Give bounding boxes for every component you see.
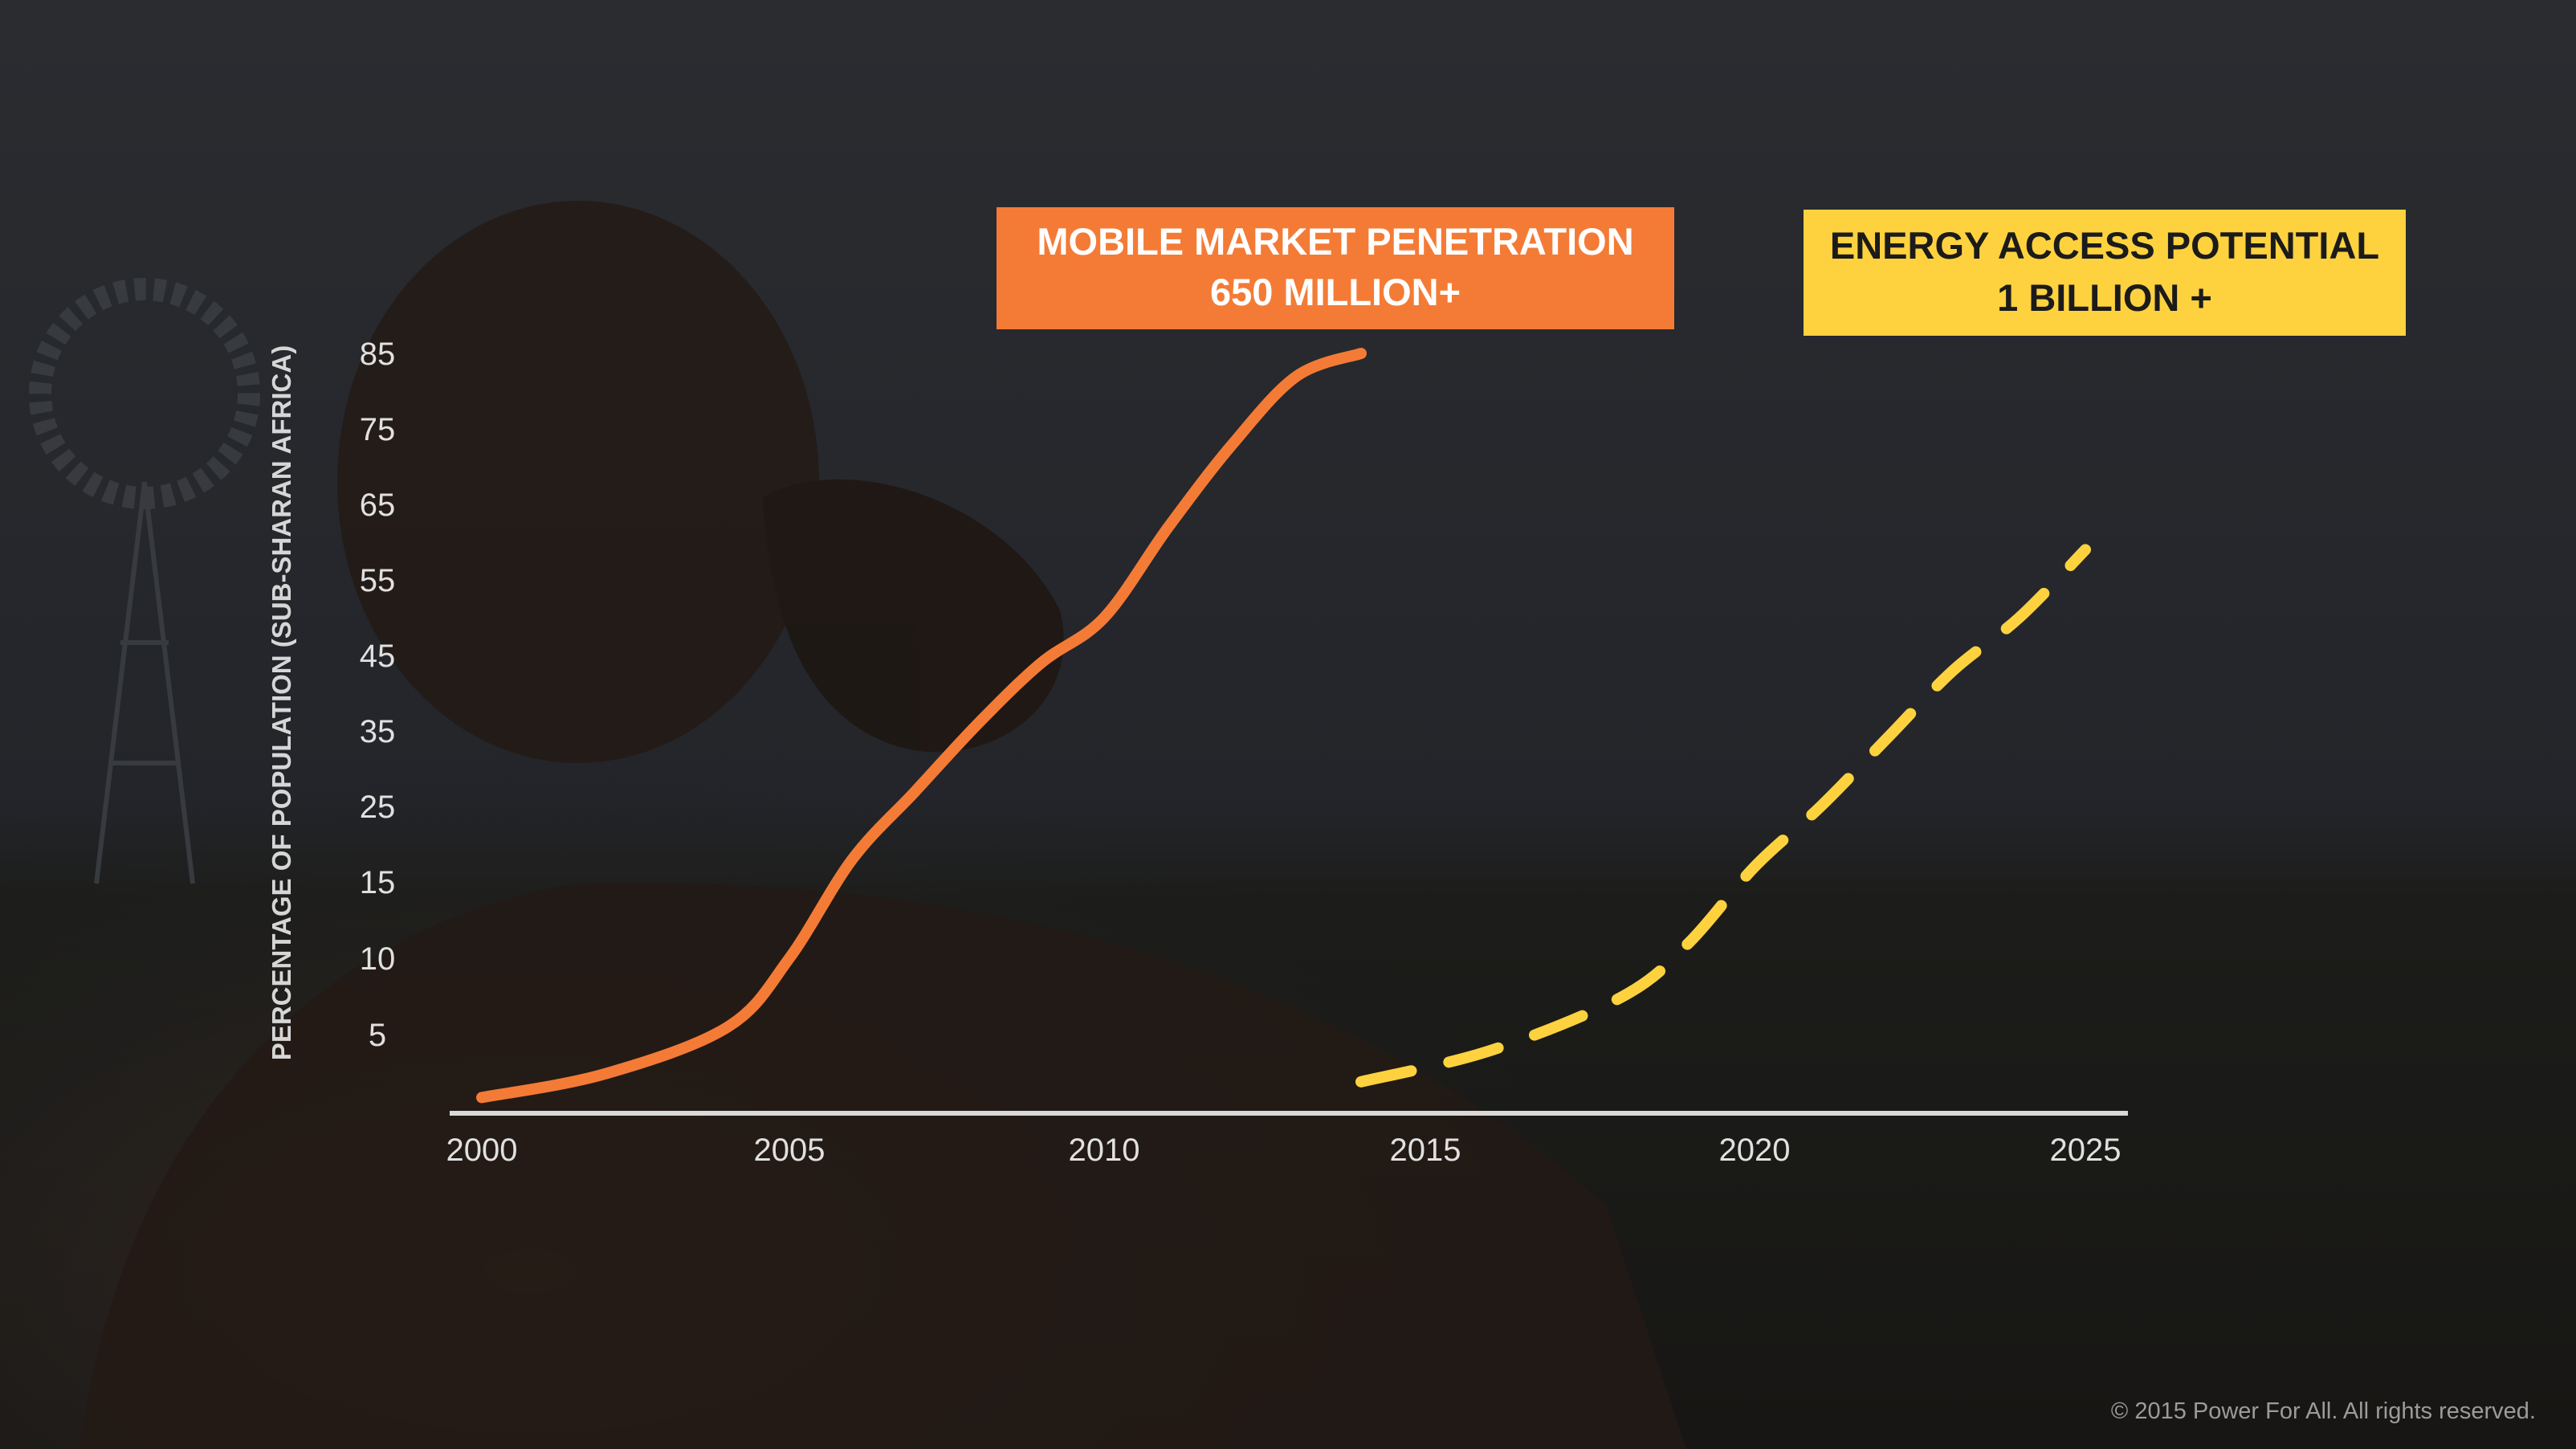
mobile-callout-subtitle: 650 MILLION+ <box>1210 271 1461 313</box>
energy-callout-box <box>1804 210 2406 336</box>
y-tick-label: 10 <box>360 941 396 977</box>
x-tick-label: 2020 <box>1719 1133 1791 1168</box>
y-tick-label: 25 <box>360 790 396 825</box>
x-tick-label: 2000 <box>446 1133 518 1168</box>
y-tick-label: 15 <box>360 865 396 900</box>
energy-access-line <box>1355 544 2091 1088</box>
x-axis-ticks: 2000 2005 2010 2015 2020 2025 <box>446 1133 2122 1168</box>
x-tick-label: 2010 <box>1069 1133 1140 1168</box>
mobile-callout-title: MOBILE MARKET PENETRATION <box>1037 220 1633 263</box>
energy-callout-subtitle: 1 BILLION + <box>1997 276 2212 319</box>
energy-callout: ENERGY ACCESS POTENTIAL 1 BILLION + <box>1804 210 2406 336</box>
y-tick-label: 75 <box>360 412 396 447</box>
y-axis-ticks: 85 75 65 55 45 35 25 15 10 5 <box>360 337 396 1053</box>
y-tick-label: 5 <box>369 1018 386 1053</box>
background-windmill <box>29 278 260 884</box>
energy-callout-title: ENERGY ACCESS POTENTIAL <box>1830 224 2379 267</box>
mobile-penetration-line <box>476 348 1367 1104</box>
background-person-silhouette <box>80 201 1686 1449</box>
copyright-footer: © 2015 Power For All. All rights reserve… <box>2110 1398 2536 1424</box>
y-tick-label: 55 <box>360 563 396 598</box>
y-tick-label: 65 <box>360 488 396 523</box>
mobile-callout-box <box>997 207 1674 329</box>
series-layer <box>476 348 2091 1104</box>
x-tick-label: 2005 <box>754 1133 825 1168</box>
y-tick-label: 35 <box>360 714 396 749</box>
x-tick-label: 2015 <box>1390 1133 1461 1168</box>
mobile-callout: MOBILE MARKET PENETRATION 650 MILLION+ <box>997 207 1674 329</box>
y-tick-label: 85 <box>360 337 396 372</box>
y-axis-label: PERCENTAGE OF POPULATION (SUB-SHARAN AFR… <box>267 345 296 1060</box>
y-tick-label: 45 <box>360 639 396 674</box>
x-tick-label: 2025 <box>2050 1133 2122 1168</box>
